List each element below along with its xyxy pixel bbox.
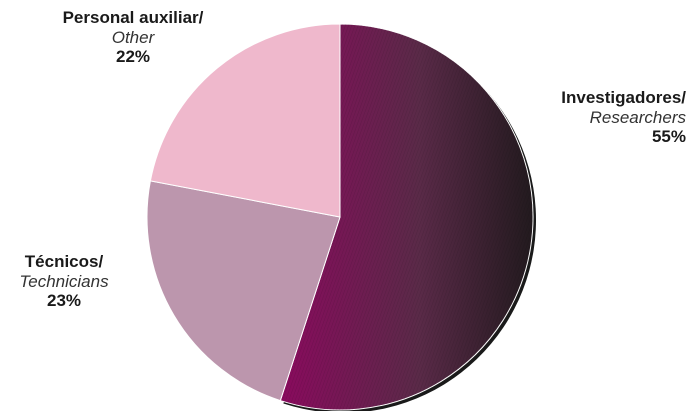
label-researchers-percent: 55% [651,127,686,147]
slice-technicians [146,180,341,402]
slice-researchers-texture [280,24,534,411]
label-researchers: Investigadores/ Researchers 55% [520,88,686,147]
label-researchers-en: Researchers [589,107,686,127]
label-other-es: Personal auxiliar/ [62,8,204,27]
label-technicians-en: Technicians [19,271,109,291]
label-researchers-es: Investigadores/ [561,88,686,107]
label-technicians: Técnicos/ Technicians 23% [0,252,128,311]
label-other: Personal auxiliar/ Other 22% [38,8,228,67]
label-technicians-es: Técnicos/ [24,252,104,271]
label-technicians-percent: 23% [46,291,82,311]
label-other-en: Other [111,27,155,47]
slice-other [149,23,341,218]
label-other-percent: 22% [115,47,151,67]
